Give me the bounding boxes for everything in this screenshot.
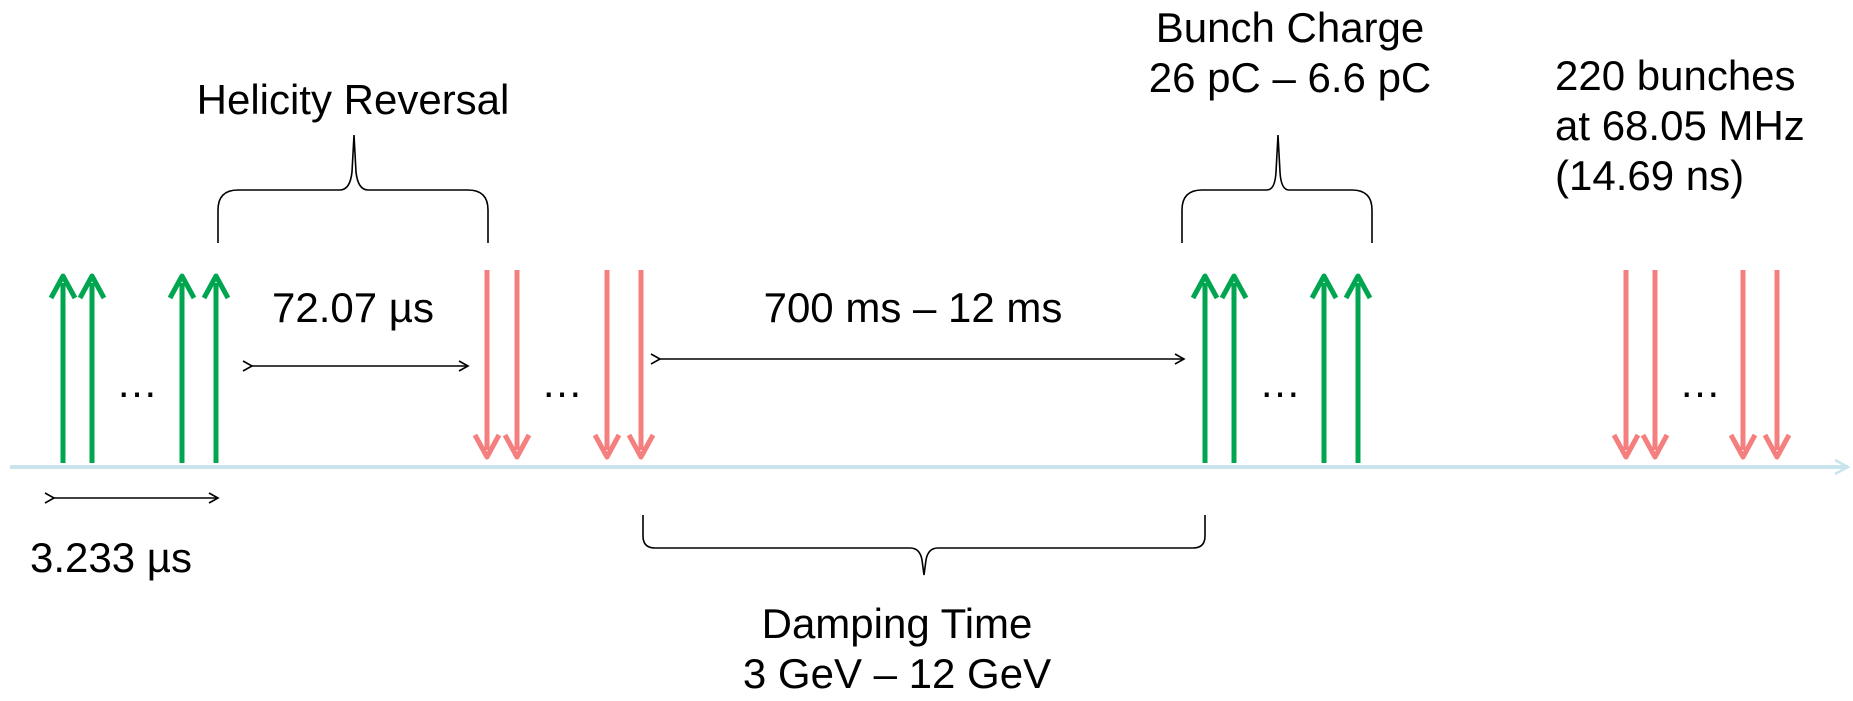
ellipsis-marker: …: [1679, 359, 1721, 406]
bunches-period-label: (14.69 ns): [1555, 152, 1745, 199]
pink-down-arrow: [1611, 270, 1641, 460]
green-up-arrow: [201, 273, 231, 463]
damping-time-title: Damping Time: [761, 600, 1033, 647]
pink-down-arrow: [472, 270, 502, 460]
reversal-gap-label: 72.07 µs: [272, 284, 434, 331]
ellipsis-marker: …: [116, 359, 158, 406]
green-up-arrow: [48, 273, 78, 463]
pink-down-arrow: [626, 270, 656, 460]
green-up-arrow: [1309, 273, 1339, 463]
pink-down-arrow: [1762, 270, 1792, 460]
bunches-count-label: 220 bunches: [1555, 52, 1796, 99]
green-up-arrow: [1343, 273, 1373, 463]
green-up-arrow: [1190, 273, 1220, 463]
bunches-frequency-label: at 68.05 MHz: [1555, 102, 1805, 149]
pink-down-arrow: [1728, 270, 1758, 460]
damping-time-range: 3 GeV – 12 GeV: [742, 650, 1052, 697]
pink-down-arrow: [1640, 270, 1670, 460]
green-up-arrow: [1219, 273, 1249, 463]
helicity-reversal-label: Helicity Reversal: [196, 76, 510, 123]
green-up-arrow: [77, 273, 107, 463]
bunch-spacing-label: 3.233 µs: [30, 534, 192, 581]
pink-down-arrow: [592, 270, 622, 460]
bunch-charge-range: 26 pC – 6.6 pC: [1148, 54, 1432, 101]
bunch-charge-title: Bunch Charge: [1155, 4, 1425, 51]
ellipsis-marker: …: [1259, 359, 1301, 406]
bunch-charge-brace: [1181, 134, 1373, 243]
helicity-reversal-brace: [217, 134, 489, 243]
pink-down-arrow: [502, 270, 532, 460]
green-up-arrow: [167, 273, 197, 463]
damping-time-brace: [642, 515, 1206, 576]
damping-gap-label: 700 ms – 12 ms: [763, 284, 1063, 331]
ellipsis-marker: …: [541, 359, 583, 406]
